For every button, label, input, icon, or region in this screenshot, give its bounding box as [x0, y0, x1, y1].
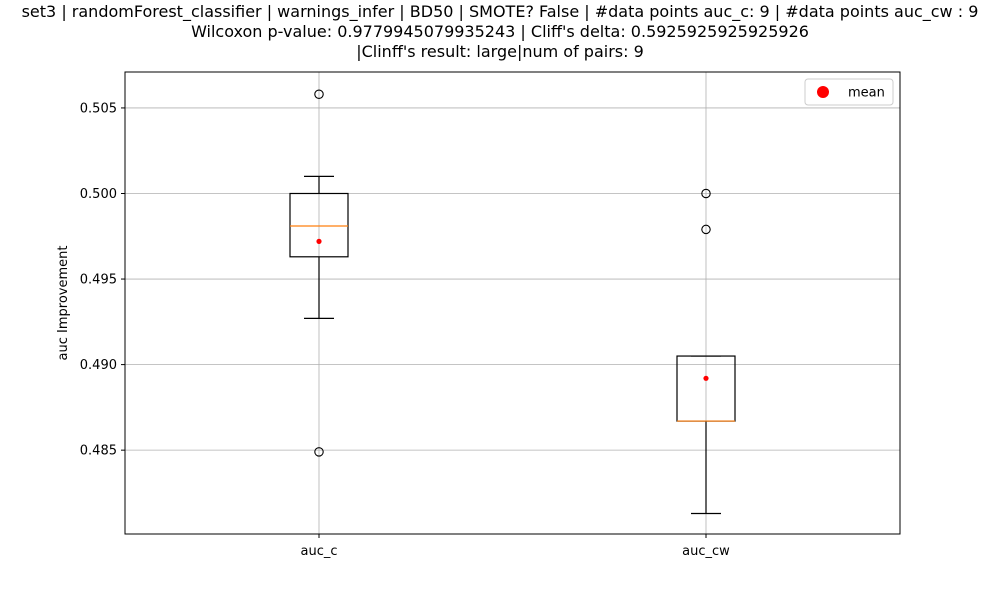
x-axis: auc_c auc_cw	[300, 534, 730, 559]
legend-label: mean	[848, 86, 885, 101]
chart-title: set3 | randomForest_classifier | warning…	[0, 2, 1000, 62]
mean-marker	[316, 238, 322, 244]
y-tick-label: 0.495	[80, 273, 117, 288]
box-auc_c	[289, 89, 349, 457]
title-line-3: |Clinff's result: large|num of pairs: 9	[356, 42, 644, 61]
mean-marker	[703, 375, 709, 381]
y-axis-label: auc Improvement	[56, 246, 71, 361]
outlier-point	[701, 224, 711, 235]
title-line-1: set3 | randomForest_classifier | warning…	[21, 2, 979, 21]
outlier-point	[701, 188, 711, 199]
plot-frame	[124, 71, 901, 535]
outlier-point	[314, 447, 324, 457]
y-tick-label: 0.500	[80, 187, 117, 202]
title-line-2: Wilcoxon p-value: 0.9779945079935243 | C…	[191, 22, 809, 41]
y-tick-label: 0.490	[80, 358, 117, 373]
box-iqr	[289, 192, 349, 258]
boxes	[289, 89, 736, 515]
grid	[125, 72, 900, 534]
outlier-point	[314, 89, 324, 99]
x-tick-label: auc_c	[300, 544, 337, 559]
legend: mean	[804, 78, 894, 106]
y-tick-label: 0.485	[80, 444, 117, 459]
x-tick-label: auc_cw	[682, 544, 730, 559]
box-auc_cw	[676, 188, 736, 515]
legend-mean-marker	[817, 86, 829, 98]
legend-box	[804, 78, 894, 106]
y-tick-label: 0.505	[80, 101, 117, 116]
y-axis: 0.485 0.490 0.495 0.500 0.505	[80, 101, 125, 459]
